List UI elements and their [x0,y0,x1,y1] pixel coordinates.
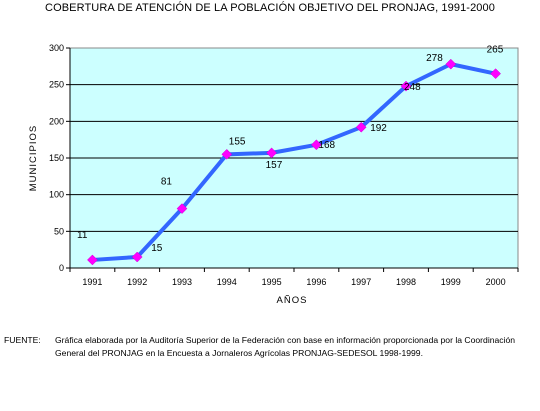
x-tick-label: 2000 [486,277,506,287]
line-chart: 0 50 100 150 200 250 300 1991 1992 1993 1994 1995 1… [28,43,519,306]
x-tick-label: 1994 [217,277,237,287]
data-point-marker [445,58,457,70]
x-tick-label: 1996 [306,277,326,287]
data-label: 192 [370,123,387,134]
y-tick-label: 200 [49,116,64,126]
y-tick-label: 100 [49,190,64,200]
y-tick-label: 50 [54,226,64,236]
data-point-marker [87,254,98,266]
data-label: 11 [77,230,88,241]
data-label: 15 [151,243,163,254]
x-tick-label: 1997 [351,277,371,287]
y-tick-label: 150 [49,153,64,163]
y-tick-label: 250 [49,80,64,90]
x-tick-label: 1992 [127,277,147,287]
x-tick-label: 1999 [441,277,461,287]
data-point-marker [266,147,277,159]
data-point-marker [221,148,233,160]
data-label: 81 [161,177,173,188]
data-label: 248 [404,82,421,93]
x-axis-title: AÑOS [277,295,308,306]
source-text: Gráfica elaborada por la Auditoría Super… [55,335,516,358]
data-label: 265 [487,45,504,56]
x-tick-label: 1995 [262,277,282,287]
data-point-marker [131,251,143,263]
data-point-marker [400,80,412,92]
y-tick-label: 0 [59,263,64,273]
x-tick-label: 1993 [172,277,192,287]
y-tick-label: 300 [49,43,64,53]
source-label: FUENTE: [4,335,41,345]
x-tick-label: 1998 [396,277,416,287]
data-point-marker [490,68,501,80]
series-line [90,62,498,262]
data-label: 168 [318,140,335,151]
data-point-marker [311,139,322,151]
data-point-marker [176,203,188,214]
data-label: 155 [229,136,246,147]
chart-title: COBERTURA DE ATENCIÓN DE LA POBLACIÓN OB… [45,2,495,14]
x-tick-label: 1991 [82,277,102,287]
data-label: 278 [426,53,443,64]
data-point-marker [355,121,367,133]
data-label: 157 [266,160,283,171]
y-axis-title: MUNICIPIOS [28,125,39,191]
